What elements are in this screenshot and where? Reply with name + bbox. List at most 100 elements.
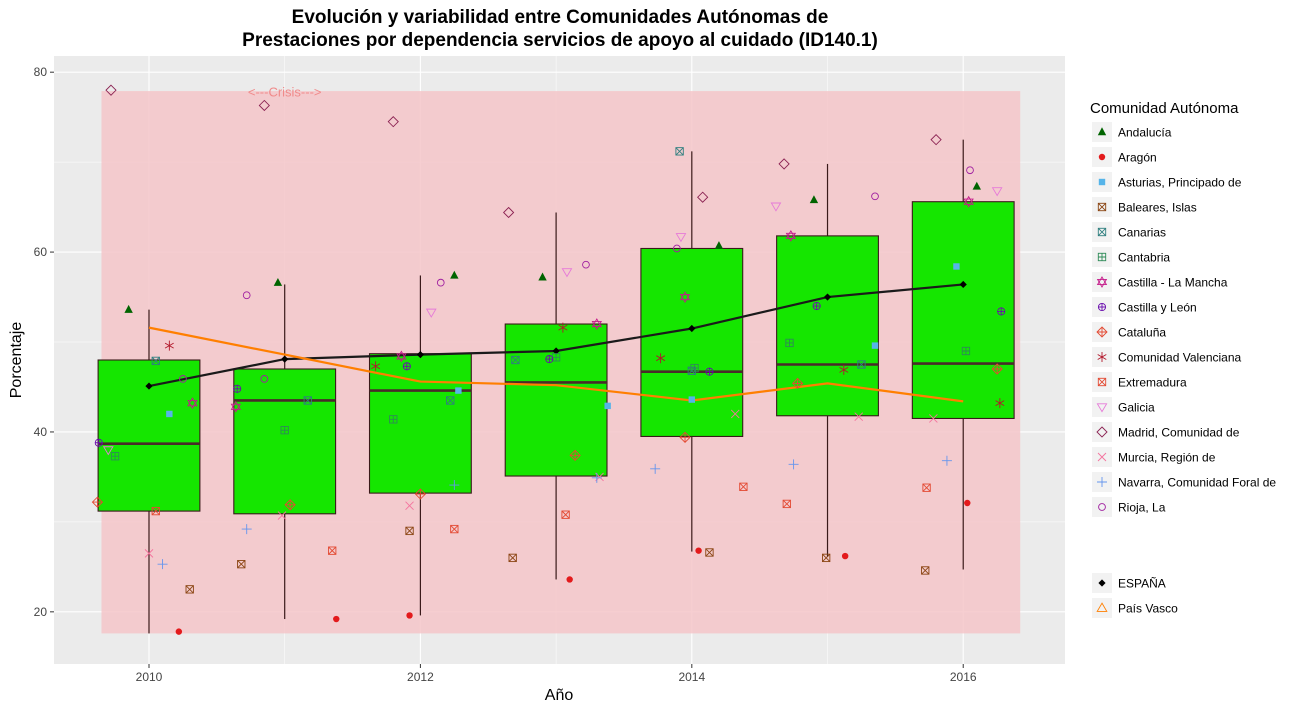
marker-diamond xyxy=(281,355,289,363)
legend-key-marker xyxy=(1097,202,1107,212)
marker-circle xyxy=(406,612,413,619)
marker-square xyxy=(739,482,748,491)
legend-key-marker xyxy=(1097,477,1107,487)
legend-key-marker xyxy=(1096,426,1108,438)
marker-plus xyxy=(650,463,661,474)
data-point xyxy=(929,414,938,423)
data-point xyxy=(333,615,340,623)
marker-circle xyxy=(566,576,573,583)
data-point xyxy=(233,384,242,393)
crisis-annotation: <---Crisis---> xyxy=(248,84,322,99)
legend-item: Baleares, Islas xyxy=(1092,197,1197,217)
marker-cross xyxy=(151,356,160,365)
legend-key-marker xyxy=(1096,602,1108,612)
marker-plus xyxy=(997,307,1005,316)
legend-item: País Vasco xyxy=(1092,598,1178,618)
marker-square xyxy=(857,360,866,369)
marker-circle xyxy=(1098,153,1106,161)
data-point xyxy=(650,463,661,474)
marker-circle xyxy=(175,628,183,635)
marker-cross xyxy=(328,546,337,555)
legend-key-bg xyxy=(1092,272,1112,292)
marker-diamond xyxy=(688,324,696,333)
marker-square xyxy=(185,585,194,594)
marker-plus xyxy=(92,497,103,508)
marker-triangle xyxy=(1097,127,1107,136)
box-plot xyxy=(911,139,1015,570)
data-point xyxy=(679,431,691,443)
marker-circle xyxy=(871,192,879,201)
marker-cross xyxy=(561,510,570,519)
legend-item: Cataluña xyxy=(1092,322,1166,342)
espana-point xyxy=(145,382,153,390)
legend-label: Comunidad Valenciana xyxy=(1118,351,1242,365)
data-point xyxy=(997,307,1006,316)
marker-asterisk xyxy=(164,340,174,351)
box-plot xyxy=(776,163,879,557)
data-point xyxy=(785,229,797,242)
marker-plus xyxy=(241,524,252,535)
marker-triangle-down xyxy=(1096,403,1108,413)
data-point xyxy=(705,367,714,376)
data-point xyxy=(972,181,981,190)
data-point xyxy=(446,396,455,405)
marker-plus xyxy=(570,450,581,461)
plot-panel: <---Crisis---> xyxy=(54,56,1065,664)
data-point xyxy=(102,446,114,456)
legend-label: Cataluña xyxy=(1118,326,1166,340)
marker-plus xyxy=(449,480,460,491)
data-point xyxy=(124,304,133,313)
legend-key-bg xyxy=(1092,397,1112,417)
data-point xyxy=(730,409,740,419)
data-point xyxy=(941,455,952,466)
data-point xyxy=(187,397,198,410)
data-point xyxy=(371,361,381,372)
marker-asterisk xyxy=(656,353,666,364)
data-point xyxy=(164,340,174,351)
marker-plus xyxy=(788,459,799,470)
data-point xyxy=(922,483,931,492)
legend-item: Comunidad Valenciana xyxy=(1092,347,1242,367)
marker-square xyxy=(705,548,714,557)
data-point xyxy=(782,499,791,509)
data-point xyxy=(258,99,270,112)
marker-square xyxy=(328,546,337,555)
box-plots xyxy=(97,139,1015,634)
data-point xyxy=(538,272,547,281)
marker-plus xyxy=(1098,253,1106,261)
marker-diamond xyxy=(552,347,560,355)
legend-key-marker xyxy=(1096,276,1108,288)
marker-circle xyxy=(242,291,251,300)
marker-plus xyxy=(591,472,602,483)
data-point xyxy=(991,363,1003,375)
marker-diamond xyxy=(778,158,790,170)
legend-key-marker xyxy=(1097,227,1107,237)
marker-cross xyxy=(144,549,154,558)
data-point xyxy=(854,412,864,421)
marker-triangle xyxy=(450,270,459,279)
marker-triangle-down xyxy=(425,308,437,318)
box-plot xyxy=(368,275,472,616)
marker-circle xyxy=(695,547,702,554)
marker-diamond xyxy=(697,191,709,203)
data-point xyxy=(144,549,154,558)
marker-cross xyxy=(185,585,194,594)
legend-key-marker xyxy=(1097,352,1107,362)
data-point xyxy=(690,363,699,373)
marker-plus xyxy=(403,362,411,370)
x-tick-label: 2014 xyxy=(678,670,705,684)
data-point xyxy=(705,548,714,557)
data-point xyxy=(280,426,289,435)
data-point xyxy=(175,628,183,635)
marker-square xyxy=(604,402,611,410)
legend-key-bg xyxy=(1092,598,1112,618)
legend-label: Asturias, Principado de xyxy=(1118,176,1242,190)
legend-key-marker xyxy=(1097,452,1107,462)
data-point xyxy=(105,84,117,96)
marker-triangle-down xyxy=(770,202,782,212)
marker-diamond xyxy=(105,84,117,96)
marker-square xyxy=(455,387,462,394)
data-point xyxy=(396,350,407,363)
data-point xyxy=(91,496,104,508)
marker-diamond xyxy=(959,280,967,289)
